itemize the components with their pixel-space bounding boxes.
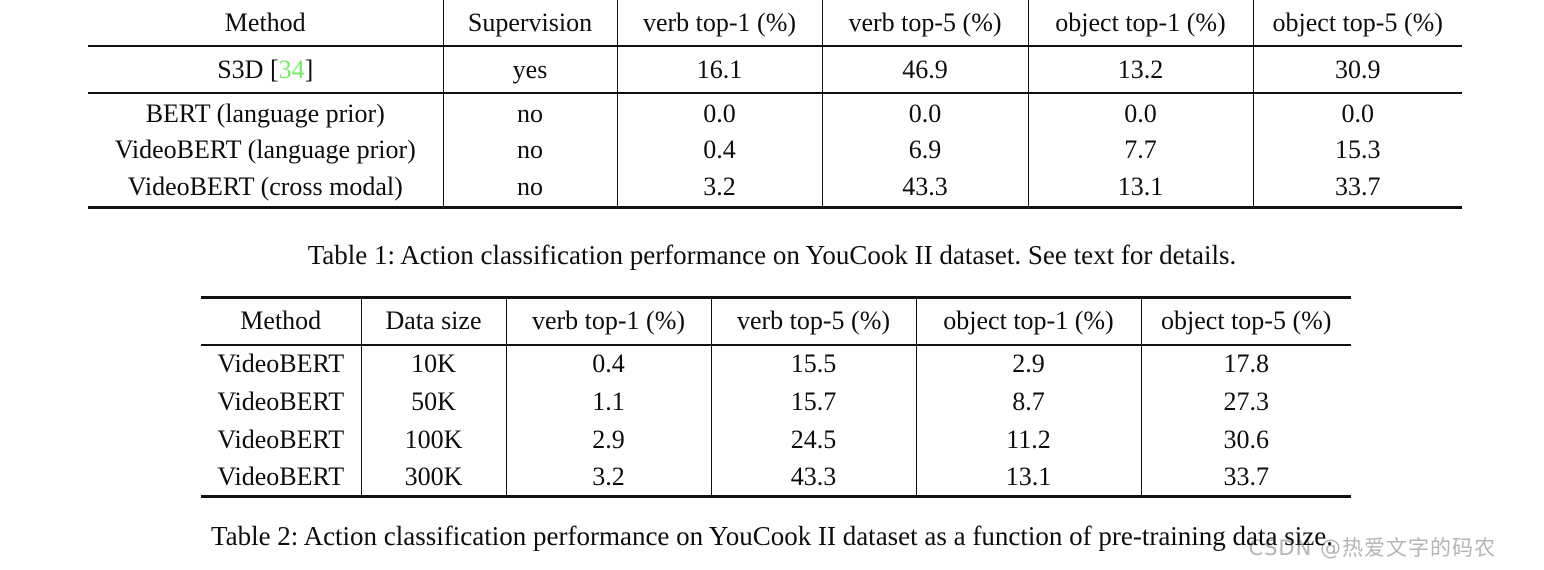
table-row-videobert-cross-modal: VideoBERT (cross modal) no 3.2 43.3 13.1… <box>88 169 1462 209</box>
cell-supervision: no <box>442 93 617 131</box>
cell-object-top1: 11.2 <box>915 420 1141 459</box>
table-2-caption: Table 2: Action classification performan… <box>210 521 1334 551</box>
cell-verb-top1: 0.4 <box>505 344 711 383</box>
column-header-method: Method <box>201 296 361 346</box>
cell-method: VideoBERT (cross modal) <box>88 169 443 209</box>
cell-method: S3D [34] <box>88 46 443 94</box>
cell-supervision: yes <box>442 46 617 94</box>
cell-verb-top5: 46.9 <box>821 46 1028 94</box>
cell-verb-top1: 0.0 <box>616 93 822 131</box>
method-text: ] <box>304 54 314 84</box>
column-header-data-size: Data size <box>360 296 506 346</box>
table-2-header-row: Method Data size verb top-1 (%) verb top… <box>201 296 1351 346</box>
citation-link[interactable]: 34 <box>278 54 305 84</box>
cell-supervision: no <box>442 131 617 169</box>
cell-object-top5: 30.9 <box>1252 46 1462 94</box>
cell-verb-top5: 43.3 <box>821 169 1028 209</box>
cell-object-top1: 13.1 <box>1027 169 1253 209</box>
cell-object-top5: 27.3 <box>1140 382 1351 421</box>
column-header-object-top1: object top-1 (%) <box>1027 0 1253 47</box>
table-2-pretraining-data-size: Method Data size verb top-1 (%) verb top… <box>201 296 1351 498</box>
cell-verb-top5: 15.7 <box>710 382 916 421</box>
column-header-object-top5: object top-5 (%) <box>1252 0 1462 47</box>
table-1-action-classification: Method Supervision verb top-1 (%) verb t… <box>88 0 1462 209</box>
cell-object-top1: 7.7 <box>1027 131 1253 169</box>
cell-object-top5: 15.3 <box>1252 131 1462 169</box>
table-row-videobert-50k: VideoBERT 50K 1.1 15.7 8.7 27.3 <box>201 382 1351 421</box>
table-row-bert-language-prior: BERT (language prior) no 0.0 0.0 0.0 0.0 <box>88 93 1462 131</box>
cell-object-top1: 0.0 <box>1027 93 1253 131</box>
column-header-verb-top1: verb top-1 (%) <box>505 296 711 346</box>
cell-object-top1: 13.1 <box>915 458 1141 498</box>
cell-object-top5: 17.8 <box>1140 344 1351 383</box>
table-row-videobert-100k: VideoBERT 100K 2.9 24.5 11.2 30.6 <box>201 420 1351 459</box>
cell-verb-top5: 6.9 <box>821 131 1028 169</box>
table-1-header-row: Method Supervision verb top-1 (%) verb t… <box>88 0 1462 47</box>
method-text: S3D [ <box>217 54 279 84</box>
cell-verb-top1: 2.9 <box>505 420 711 459</box>
cell-method: VideoBERT (language prior) <box>114 135 416 164</box>
cell-method: VideoBERT <box>201 458 361 498</box>
cell-verb-top1: 3.2 <box>616 169 822 209</box>
cell-data-size: 100K <box>360 420 506 459</box>
column-header-object-top5: object top-5 (%) <box>1140 296 1351 346</box>
cell-verb-top1: 1.1 <box>505 382 711 421</box>
cell-verb-top5: 15.5 <box>710 344 916 383</box>
cell-object-top1: 8.7 <box>915 382 1141 421</box>
column-header-verb-top5: verb top-5 (%) <box>710 296 916 346</box>
cell-object-top5: 0.0 <box>1252 93 1462 131</box>
column-header-verb-top5: verb top-5 (%) <box>821 0 1028 47</box>
table-row-videobert-language-prior: VideoBERT (language prior) no 0.4 6.9 7.… <box>88 131 1462 169</box>
cell-verb-top5: 0.0 <box>821 93 1028 131</box>
cell-object-top5: 33.7 <box>1252 169 1462 209</box>
cell-data-size: 300K <box>360 458 506 498</box>
cell-verb-top1: 3.2 <box>505 458 711 498</box>
column-header-method: Method <box>88 0 443 47</box>
cell-data-size: 50K <box>360 382 506 421</box>
column-header-object-top1: object top-1 (%) <box>915 296 1141 346</box>
cell-verb-top5: 43.3 <box>710 458 916 498</box>
csdn-watermark: CSDN @热爱文字的码农 <box>1248 536 1496 560</box>
cell-supervision: no <box>442 169 617 209</box>
cell-method: VideoBERT <box>217 424 345 454</box>
table-1-caption: Table 1: Action classification performan… <box>307 240 1237 270</box>
table-row-s3d: S3D [34] yes 16.1 46.9 13.2 30.9 <box>88 46 1462 94</box>
cell-method: BERT (language prior) <box>145 99 385 128</box>
column-header-supervision: Supervision <box>442 0 617 47</box>
cell-object-top5: 33.7 <box>1140 458 1351 498</box>
cell-verb-top5: 24.5 <box>710 420 916 459</box>
cell-object-top5: 30.6 <box>1140 420 1351 459</box>
cell-method: VideoBERT <box>217 386 345 416</box>
cell-method: VideoBERT <box>217 349 345 378</box>
column-header-verb-top1: verb top-1 (%) <box>616 0 822 47</box>
cell-verb-top1: 0.4 <box>616 131 822 169</box>
table-row-videobert-300k: VideoBERT 300K 3.2 43.3 13.1 33.7 <box>201 458 1351 498</box>
cell-object-top1: 13.2 <box>1027 46 1253 94</box>
cell-data-size: 10K <box>360 344 506 383</box>
cell-object-top1: 2.9 <box>915 344 1141 383</box>
table-row-videobert-10k: VideoBERT 10K 0.4 15.5 2.9 17.8 <box>201 344 1351 383</box>
cell-verb-top1: 16.1 <box>616 46 822 94</box>
